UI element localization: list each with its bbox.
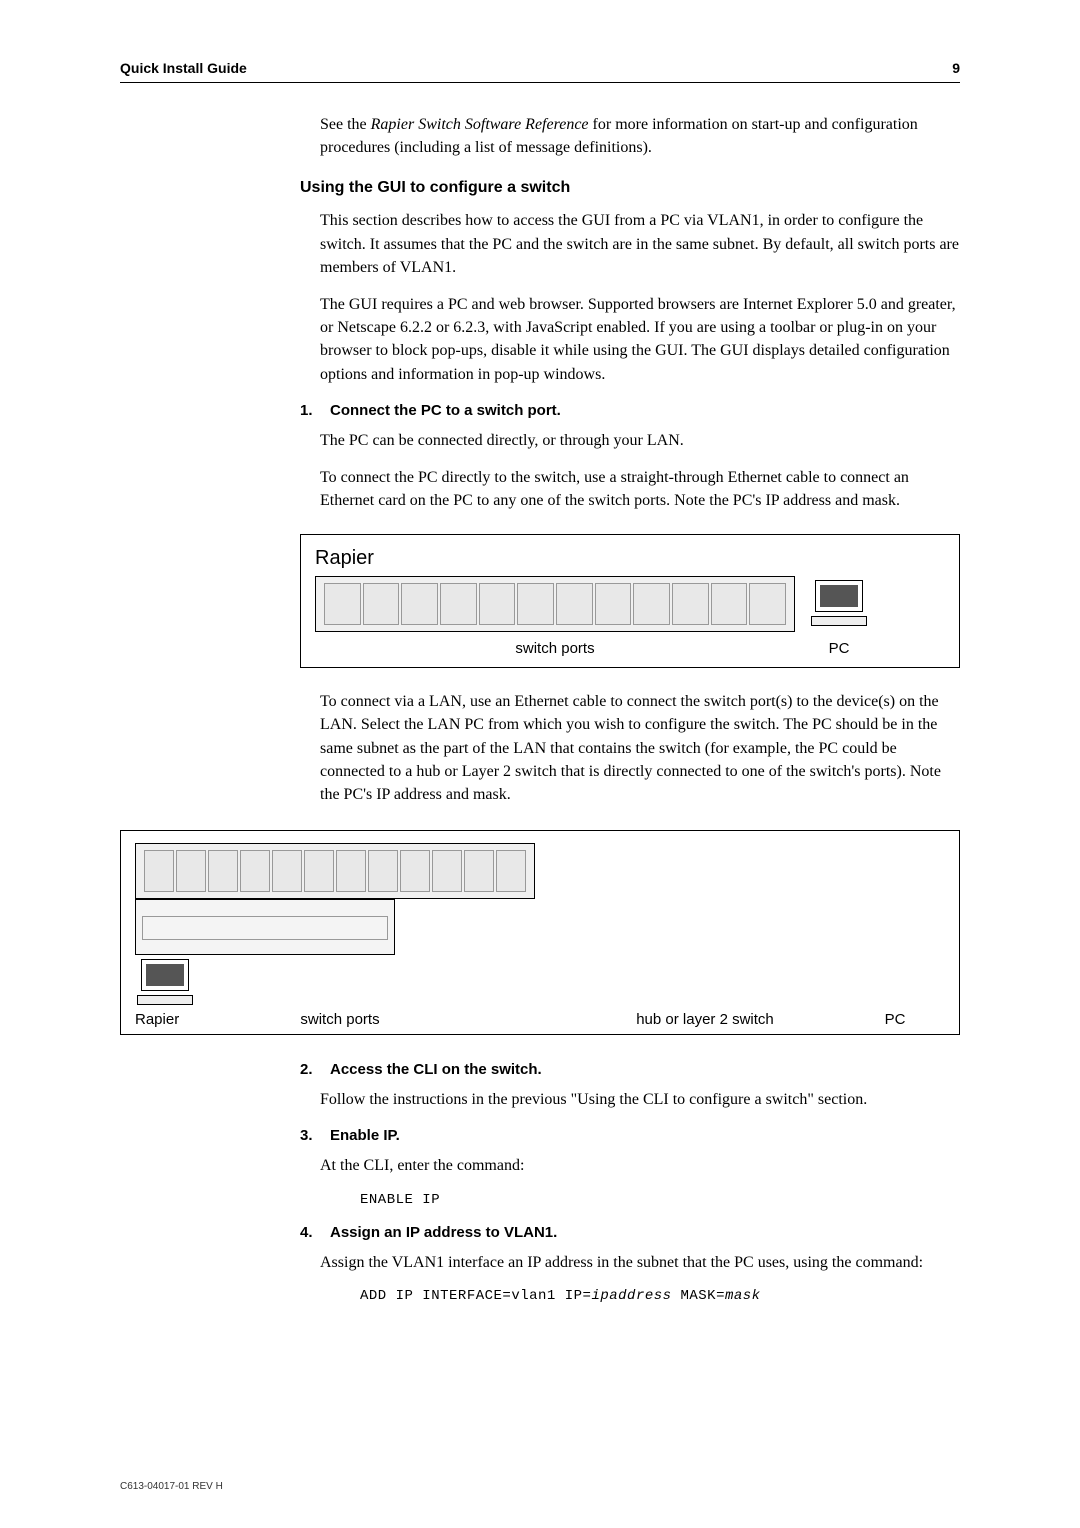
step4-code-pre: ADD IP INTERFACE=vlan1 IP= <box>360 1288 591 1304</box>
header-divider <box>120 82 960 83</box>
figure-1-switch-icon <box>315 576 795 632</box>
step4-code-mid: MASK <box>672 1288 717 1304</box>
step-4: 4. Assign an IP address to VLAN1. <box>300 1224 960 1241</box>
figure-2-rapier-label: Rapier <box>135 1011 225 1028</box>
figure-2-switch-icon <box>135 843 535 899</box>
figure-1-pc-icon <box>809 576 869 632</box>
intro-paragraph: See the Rapier Switch Software Reference… <box>320 113 960 159</box>
figure-2-pc-label: PC <box>865 1011 925 1028</box>
step-2: 2. Access the CLI on the switch. <box>300 1061 960 1078</box>
intro-ref: Rapier Switch Software Reference <box>371 116 589 133</box>
step4-code: ADD IP INTERFACE=vlan1 IP=ipaddress MASK… <box>360 1288 960 1304</box>
footer-text: C613-04017-01 REV H <box>120 1481 223 1492</box>
step1-p2: To connect the PC directly to the switch… <box>320 466 960 512</box>
step-1-text: Connect the PC to a switch port. <box>330 402 561 419</box>
figure-2-hub-icon <box>135 899 395 955</box>
figure-1-switch-label: switch ports <box>315 640 795 657</box>
header-title: Quick Install Guide <box>120 60 247 76</box>
figure-2: Rapier switch ports hub or layer 2 switc… <box>120 830 960 1035</box>
step-4-num: 4. <box>300 1224 330 1241</box>
intro-pre: See the <box>320 116 371 133</box>
figure-2-hub-label: hub or layer 2 switch <box>575 1011 835 1028</box>
section-heading: Using the GUI to configure a switch <box>300 179 960 197</box>
step-1-num: 1. <box>300 402 330 419</box>
step-3: 3. Enable IP. <box>300 1127 960 1144</box>
step-4-text: Assign an IP address to VLAN1. <box>330 1224 557 1241</box>
step4-code-ip: ipaddress <box>591 1288 671 1304</box>
figure-1-pc-label: PC <box>809 640 869 657</box>
step2-p1: Follow the instructions in the previous … <box>320 1088 960 1111</box>
figure-1: Rapier switch ports PC <box>300 534 960 668</box>
step4-p1: Assign the VLAN1 interface an IP address… <box>320 1251 960 1274</box>
step-2-text: Access the CLI on the switch. <box>330 1061 542 1078</box>
figure-1-title: Rapier <box>315 547 945 570</box>
section-p2: The GUI requires a PC and web browser. S… <box>320 293 960 386</box>
step1-p1: The PC can be connected directly, or thr… <box>320 429 960 452</box>
figure-2-pc-icon <box>135 955 195 1011</box>
step1-p3: To connect via a LAN, use an Ethernet ca… <box>320 690 960 806</box>
section-p1: This section describes how to access the… <box>320 209 960 279</box>
page-number: 9 <box>952 60 960 76</box>
figure-2-switch-label: switch ports <box>225 1011 455 1028</box>
step-3-num: 3. <box>300 1127 330 1144</box>
step3-code: ENABLE IP <box>360 1192 960 1208</box>
step-2-num: 2. <box>300 1061 330 1078</box>
step-1: 1. Connect the PC to a switch port. <box>300 402 960 419</box>
step3-p1: At the CLI, enter the command: <box>320 1154 960 1177</box>
step-3-text: Enable IP. <box>330 1127 400 1144</box>
step4-code-eq: =mask <box>716 1288 761 1304</box>
